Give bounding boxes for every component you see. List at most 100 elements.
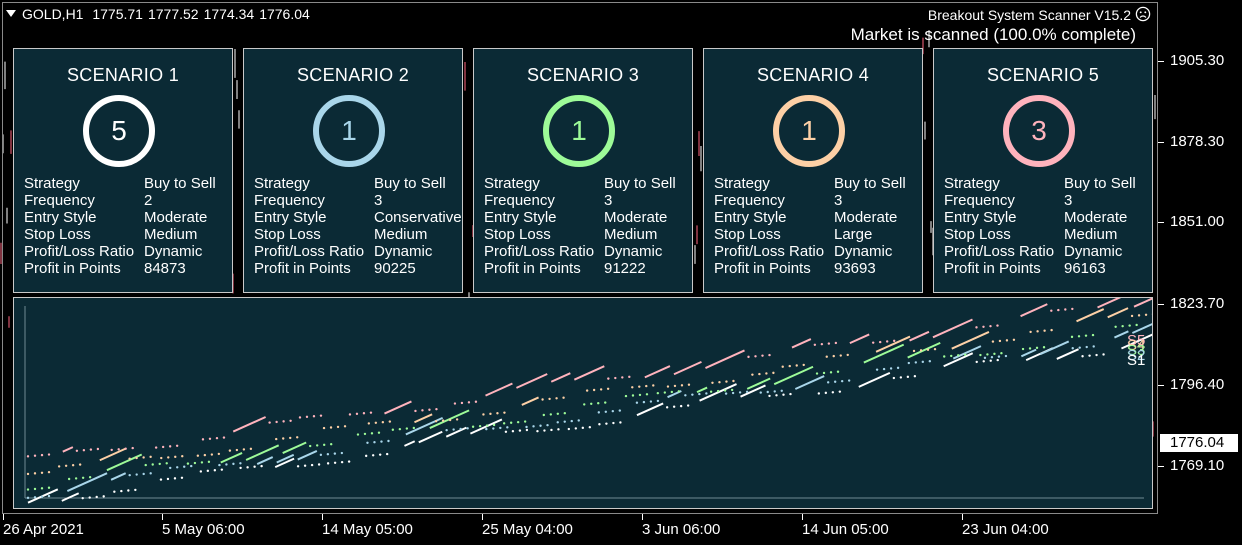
equity-point bbox=[215, 436, 219, 440]
equity-point bbox=[570, 419, 573, 423]
equity-point bbox=[275, 420, 278, 424]
equity-point bbox=[532, 425, 535, 428]
equity-point bbox=[621, 376, 624, 379]
equity-point bbox=[40, 471, 44, 474]
equity-point bbox=[373, 440, 376, 444]
equity-point bbox=[892, 339, 896, 343]
equity-point bbox=[412, 426, 416, 430]
equity-point bbox=[542, 413, 546, 417]
equity-point bbox=[523, 420, 527, 423]
equity-segment bbox=[673, 360, 702, 376]
equity-point bbox=[102, 495, 105, 498]
equity-point bbox=[768, 353, 771, 357]
equity-point bbox=[525, 425, 528, 429]
equity-segment bbox=[875, 335, 911, 353]
equity-point bbox=[33, 472, 37, 475]
equity-point bbox=[428, 408, 431, 411]
equity-point bbox=[82, 448, 86, 452]
equity-point bbox=[1128, 324, 1131, 327]
scenario-card-2[interactable]: SCENARIO 2 1 Strategy Buy to Sell Frequen… bbox=[243, 48, 463, 293]
equity-point bbox=[95, 495, 98, 499]
stat-label: Entry Style bbox=[714, 209, 787, 226]
equity-segment bbox=[1131, 323, 1152, 334]
equity-point bbox=[813, 343, 817, 346]
equity-point bbox=[989, 359, 992, 362]
equity-point bbox=[557, 428, 560, 431]
equity-segment bbox=[1107, 307, 1129, 319]
stat-value-strategy: Buy to Sell bbox=[604, 175, 676, 192]
equity-point bbox=[489, 412, 492, 416]
equity-point bbox=[555, 397, 558, 400]
equity-segment bbox=[863, 343, 905, 364]
equity-point bbox=[466, 427, 469, 430]
dropdown-arrow-icon[interactable] bbox=[6, 10, 16, 17]
equity-point bbox=[933, 347, 937, 351]
equity-point bbox=[81, 496, 84, 500]
equity-point bbox=[638, 393, 642, 397]
equity-point bbox=[1021, 347, 1025, 351]
equity-point bbox=[235, 448, 239, 452]
equity-point bbox=[982, 325, 985, 328]
equity-point bbox=[183, 465, 186, 468]
equity-end-label: S5 bbox=[1127, 332, 1145, 349]
equity-point bbox=[370, 432, 374, 435]
equity-segment bbox=[445, 426, 467, 438]
equity-segment bbox=[740, 384, 766, 398]
current-price-label: 1776.04 bbox=[1160, 434, 1238, 452]
equity-point bbox=[348, 413, 352, 416]
price-tick bbox=[1158, 222, 1164, 223]
scenario-card-1[interactable]: SCENARIO 1 5 Strategy Buy to Sell Frequen… bbox=[13, 48, 233, 293]
equity-point bbox=[1135, 323, 1138, 327]
equity-segment bbox=[1097, 298, 1122, 309]
stat-value-entry-style: Moderate bbox=[1064, 209, 1128, 226]
equity-point bbox=[899, 376, 903, 379]
equity-point bbox=[1114, 325, 1117, 328]
equity-point bbox=[1077, 335, 1081, 338]
scenario-card-3[interactable]: SCENARIO 3 1 Strategy Buy to Sell Frequen… bbox=[473, 48, 693, 293]
equity-point bbox=[656, 391, 660, 395]
stat-label: Entry Style bbox=[254, 209, 327, 226]
equity-point bbox=[926, 348, 930, 351]
equity-segment bbox=[245, 444, 280, 461]
equity-segment bbox=[1114, 330, 1129, 339]
equity-point bbox=[511, 430, 515, 433]
equity-point bbox=[802, 363, 805, 367]
price-label: 1769.10 bbox=[1170, 457, 1225, 474]
price-tick bbox=[1158, 304, 1164, 305]
equity-point bbox=[445, 428, 448, 432]
equity-point bbox=[356, 433, 360, 436]
scenario-card-4[interactable]: SCENARIO 4 1 Strategy Buy to Sell Frequen… bbox=[703, 48, 923, 293]
stat-value-strategy: Buy to Sell bbox=[1064, 175, 1136, 192]
stat-label: Stop Loss bbox=[484, 226, 551, 243]
scenario-title: SCENARIO 1 bbox=[66, 65, 180, 85]
equity-end-label: S3 bbox=[1127, 342, 1145, 359]
equity-point bbox=[672, 405, 676, 408]
scenario-card-5[interactable]: SCENARIO 5 3 Strategy Buy to Sell Frequen… bbox=[933, 48, 1153, 293]
equity-point bbox=[131, 446, 134, 450]
equity-point bbox=[296, 465, 300, 468]
equity-point bbox=[190, 464, 193, 468]
equity-point bbox=[665, 406, 669, 409]
equity-point bbox=[1000, 352, 1003, 355]
equity-point bbox=[1064, 308, 1067, 311]
equity-point bbox=[833, 380, 837, 383]
equity-point bbox=[364, 454, 368, 458]
equity-point bbox=[549, 413, 553, 416]
equity-point bbox=[1050, 328, 1053, 332]
equity-point bbox=[604, 401, 607, 404]
equity-point bbox=[362, 412, 366, 415]
time-tick bbox=[802, 514, 803, 520]
equity-point bbox=[656, 399, 660, 403]
equity-point bbox=[435, 407, 438, 411]
stat-value-pl-ratio: Dynamic bbox=[1064, 243, 1123, 260]
equity-point bbox=[120, 489, 123, 493]
equity-segment bbox=[274, 457, 295, 469]
equity-point bbox=[485, 427, 488, 431]
sad-face-icon[interactable] bbox=[1135, 6, 1151, 22]
equity-point bbox=[441, 419, 445, 422]
equity-point bbox=[817, 392, 821, 395]
equity-segment bbox=[773, 365, 814, 386]
equity-point bbox=[340, 451, 344, 455]
stat-value-entry-style: Moderate bbox=[834, 209, 898, 226]
stat-label: Strategy bbox=[944, 175, 1000, 192]
